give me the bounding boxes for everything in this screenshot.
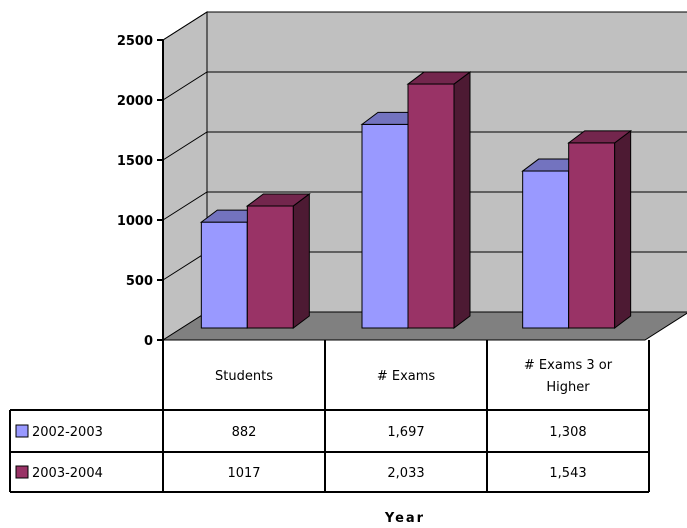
bar-2003-2004-0	[245, 192, 311, 329]
bar-top	[406, 71, 472, 85]
category-label: Higher	[546, 380, 590, 395]
category-label: # Exams 3 or	[524, 358, 613, 373]
legend-swatch	[15, 424, 29, 438]
gridline	[162, 11, 687, 41]
data-value: 1,697	[387, 425, 424, 440]
side-wall	[162, 11, 208, 341]
category-label: # Exams	[377, 369, 436, 384]
legend-label: 2003-2004	[32, 466, 103, 481]
bar-top	[245, 193, 311, 207]
legend-label: 2002-2003	[32, 425, 103, 440]
y-tick-label: 2500	[117, 34, 153, 49]
data-value: 1,543	[549, 466, 586, 481]
bar-front	[568, 142, 616, 329]
data-value: 1,308	[549, 425, 586, 440]
data-value: 1017	[227, 466, 260, 481]
data-value: 882	[232, 425, 257, 440]
bar-front	[200, 221, 248, 329]
bar-2003-2004-1	[406, 71, 472, 329]
bar-2003-2004-2	[567, 129, 633, 329]
y-tick-label: 1000	[117, 214, 153, 229]
category-label: Students	[215, 369, 273, 384]
gridline	[162, 131, 687, 161]
bar-front	[407, 83, 455, 329]
x-axis-title: Year	[384, 511, 425, 526]
y-tick-label: 500	[126, 274, 153, 289]
y-tick-label: 0	[144, 334, 153, 349]
legend-swatch	[15, 465, 29, 479]
y-tick-label: 1500	[117, 154, 153, 169]
bar-side	[614, 129, 632, 329]
data-value: 2,033	[387, 466, 424, 481]
bar-front	[246, 205, 294, 329]
gridline	[162, 71, 687, 101]
y-tick-label: 2000	[117, 94, 153, 109]
bar-side	[292, 192, 310, 329]
bar-front	[522, 170, 570, 329]
bar-front	[361, 123, 409, 329]
bar-top	[567, 130, 633, 144]
bar-side	[453, 71, 471, 329]
